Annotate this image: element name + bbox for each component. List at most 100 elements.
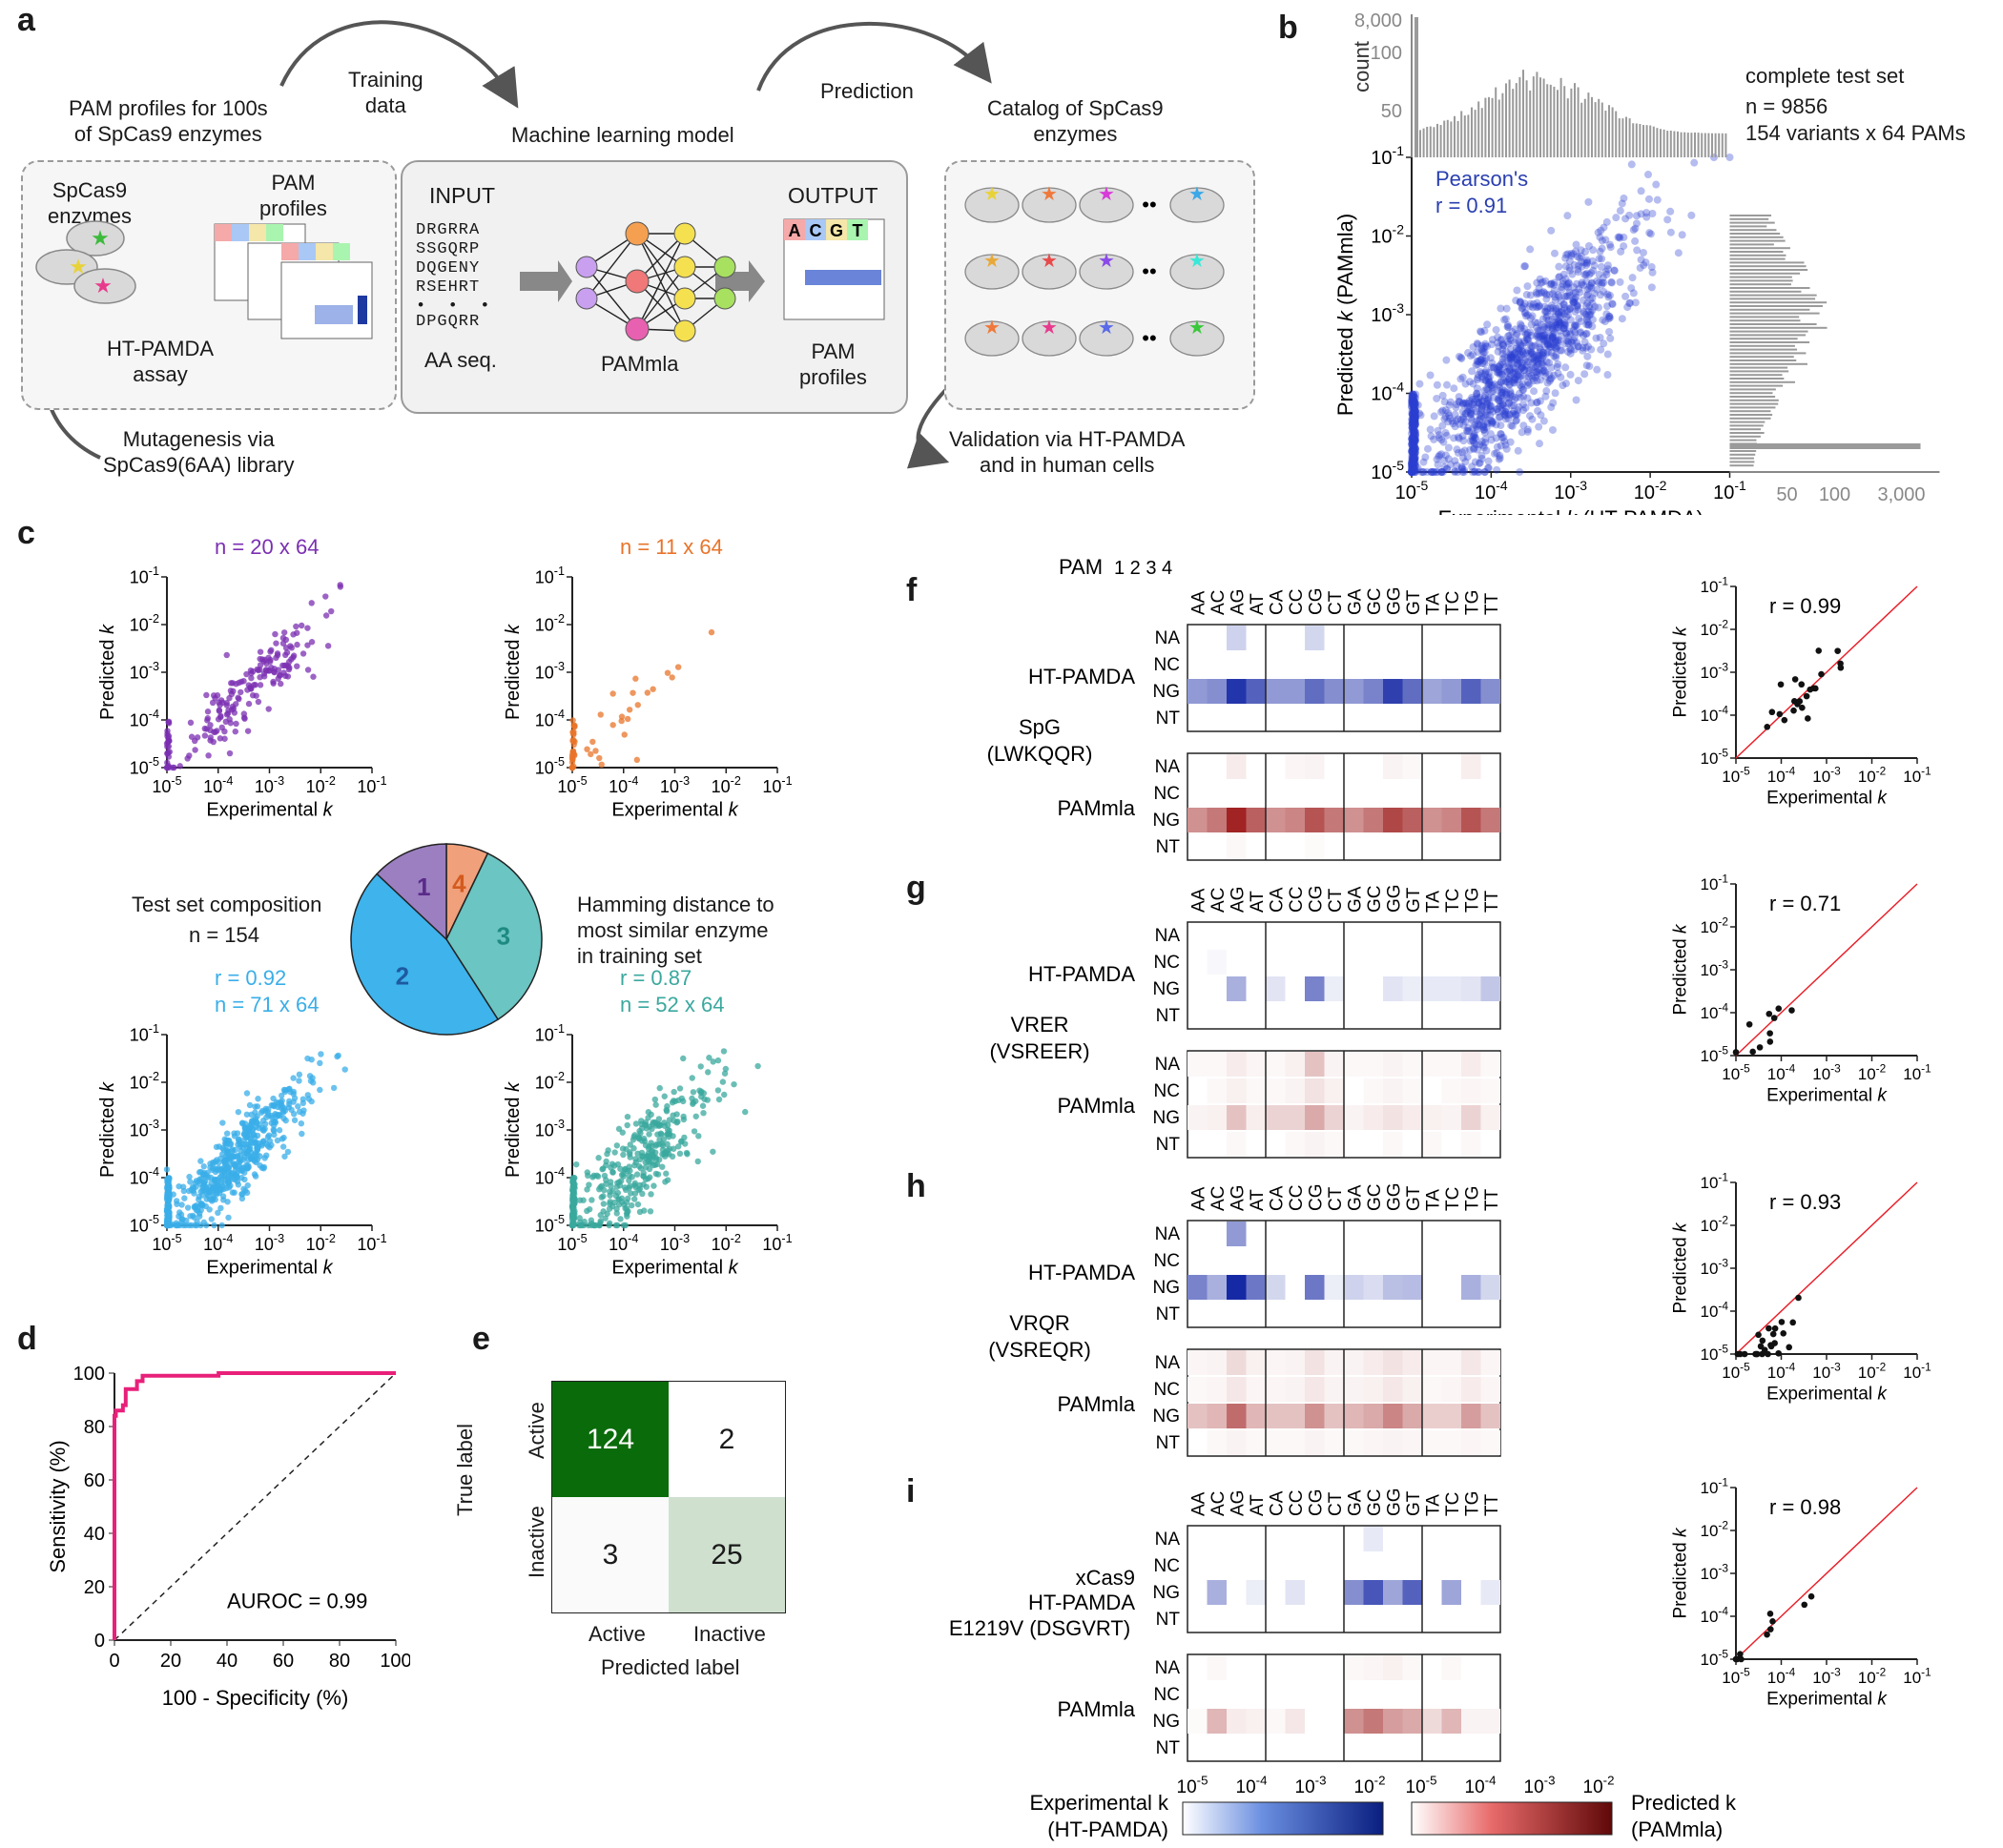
pred-heatmap-cell: [1266, 1350, 1286, 1375]
data-point: [1409, 455, 1417, 463]
hist-bar: [1467, 114, 1470, 157]
data-point: [1468, 410, 1476, 419]
data-point: [282, 645, 290, 651]
data-point: [1543, 312, 1552, 320]
data-point: [1414, 400, 1422, 409]
pred-heatmap-cell: [1480, 1105, 1500, 1130]
data-point: [1508, 421, 1517, 430]
data-point: [1536, 376, 1544, 384]
data-point: [1539, 315, 1548, 323]
data-point: [1414, 463, 1422, 472]
data-point: [1506, 365, 1515, 374]
data-point: [695, 1133, 702, 1140]
x-tick-label: 10-5: [152, 774, 181, 796]
data-point: [299, 622, 305, 629]
data-point: [680, 1113, 687, 1120]
scatter-r: r = 0.71: [1769, 892, 1841, 915]
data-point: [317, 1059, 323, 1067]
data-point: [1408, 462, 1416, 471]
data-point: [1454, 468, 1462, 476]
col-label: GA: [1345, 1489, 1365, 1516]
data-point: [1521, 355, 1530, 363]
exp-heatmap-cell: [1227, 1275, 1247, 1300]
data-point: [634, 1201, 642, 1208]
data-point: [1472, 434, 1480, 442]
x-axis-label: Experimental k: [1766, 789, 1888, 809]
hist-bar: [1495, 87, 1497, 157]
data-point: [1423, 444, 1432, 453]
data-point: [1577, 317, 1585, 325]
data-point: [1409, 442, 1417, 451]
data-point: [1486, 406, 1495, 415]
data-point: [1495, 394, 1503, 402]
data-point: [294, 641, 300, 648]
data-point: [276, 672, 283, 679]
hist-bar: [1639, 124, 1642, 157]
data-point: [1514, 375, 1522, 383]
confusion-matrix: 124 2 3 25: [551, 1381, 786, 1613]
hist-bar: [1488, 96, 1490, 157]
pred-heatmap-cell: [1187, 1709, 1208, 1734]
data-point: [1411, 415, 1419, 423]
col-label: GA: [1345, 886, 1365, 913]
data-point: [1519, 392, 1528, 400]
exp-heatmap-cell: [1441, 976, 1461, 1001]
hist-bar: [1714, 133, 1717, 157]
data-point: [1562, 329, 1571, 338]
data-point: [1530, 387, 1538, 396]
data-point: [1408, 462, 1416, 470]
data-point: [1629, 226, 1638, 235]
data-point: [1563, 283, 1572, 292]
data-point: [1553, 319, 1561, 328]
data-point: [569, 736, 577, 744]
data-point: [1543, 337, 1552, 345]
data-point: [1408, 462, 1416, 471]
data-point: [1421, 453, 1430, 462]
y-tick-label: 40: [84, 1524, 105, 1545]
data-point: [1416, 411, 1425, 420]
data-point: [1559, 306, 1567, 315]
data-point: [1517, 351, 1525, 359]
data-point: [1511, 368, 1519, 377]
pred-heatmap-cell: [1227, 1132, 1247, 1157]
data-point: [586, 1181, 592, 1188]
pred-heatmap-cell: [1207, 1430, 1227, 1455]
data-point: [164, 743, 171, 750]
data-point: [1444, 418, 1453, 426]
row-label: NA: [1155, 926, 1181, 946]
data-point: [226, 1158, 233, 1165]
data-point: [1498, 401, 1507, 410]
data-point: [1410, 467, 1418, 476]
data-point: [1520, 262, 1529, 271]
data-point: [1410, 418, 1418, 426]
data-point: [262, 667, 270, 674]
svg-text:★: ★: [1098, 184, 1115, 205]
data-point: [256, 1120, 263, 1128]
y-axis-label: Sensitivity (%): [46, 1440, 70, 1572]
data-point: [1559, 324, 1568, 333]
data-point: [1562, 337, 1571, 345]
x-tick-label: 10-2: [306, 1232, 336, 1254]
y-tick-label: 100: [73, 1364, 105, 1385]
data-point: [1551, 343, 1559, 352]
data-point: [1409, 400, 1417, 409]
exp-heatmap-cell: [1324, 976, 1344, 1001]
data-point: [1483, 400, 1492, 408]
data-point: [1521, 312, 1530, 320]
data-point: [1565, 257, 1574, 265]
data-point: [186, 1222, 193, 1229]
data-point: [219, 1193, 227, 1200]
data-point: [1480, 348, 1489, 357]
data-point: [240, 1156, 247, 1163]
data-point: [1486, 411, 1495, 420]
exp-heatmap-cell: [1187, 1275, 1208, 1300]
data-point: [1600, 287, 1608, 296]
data-point: [1488, 381, 1497, 390]
data-point: [1482, 446, 1491, 455]
data-point: [1495, 366, 1503, 375]
data-point: [1548, 323, 1557, 332]
data-point: [1410, 465, 1418, 474]
data-point: [1411, 461, 1419, 469]
data-point: [1504, 375, 1513, 383]
hist-bar: [1598, 98, 1600, 157]
